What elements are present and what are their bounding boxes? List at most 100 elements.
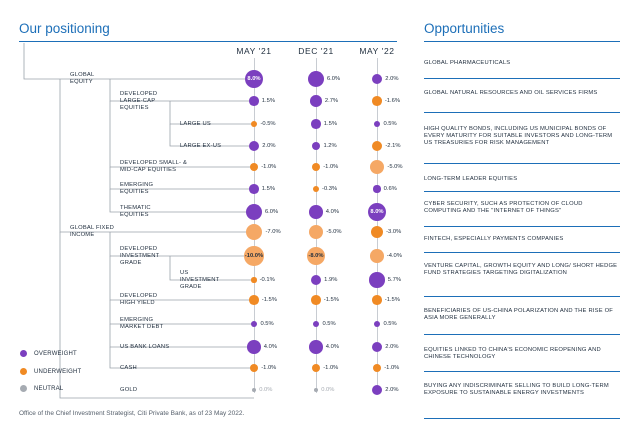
value-label-cash-0: -1.0% (261, 364, 277, 371)
opportunities-title-rule (424, 41, 620, 42)
bubble-thematic-equities-1 (309, 205, 323, 219)
row-label-developed-high-yield: DEVELOPED HIGH YIELD (120, 293, 158, 306)
value-label-developed-investment-grade-0: -10.0% (244, 252, 264, 259)
value-label-large-ex-us-2: -2.1% (385, 142, 401, 149)
bubble-developed-small-mid-cap-equities-0 (249, 162, 259, 172)
value-label-thematic-equities-0: 6.0% (264, 208, 279, 215)
bubble-developed-investment-grade-1 (307, 247, 325, 265)
value-label-gold-2: 2.0% (385, 386, 399, 393)
column-line-may-22 (377, 58, 378, 393)
value-label-developed-high-yield-2: -1.5% (384, 296, 400, 303)
value-label-cash-2: -1.0% (384, 364, 400, 371)
positioning-title-rule (19, 41, 397, 42)
bubble-gold-2 (371, 384, 383, 396)
bubble-global-equity-1 (308, 71, 324, 87)
legend-overweight-label: OVERWEIGHT (34, 351, 77, 357)
bubble-developed-large-cap-equities-0 (249, 96, 259, 106)
bubble-developed-high-yield-1 (311, 295, 321, 305)
row-label-us-bank-loans: US BANK LOANS (120, 343, 170, 350)
bubble-large-ex-us-1 (311, 141, 321, 151)
opportunity-divider (424, 191, 620, 192)
value-label-us-investment-grade-1: 1.9% (324, 276, 338, 283)
value-label-global-equity-2: 2.0% (385, 75, 399, 82)
bubble-us-bank-loans-1 (309, 340, 323, 354)
bubble-thematic-equities-2 (368, 203, 386, 221)
column-header-dec-21: DEC '21 (298, 46, 334, 56)
value-label-developed-large-cap-equities-0: 1.5% (261, 97, 275, 104)
value-label-emerging-market-debt-0: 0.5% (260, 320, 274, 327)
row-label-emerging-market-debt: EMERGING MARKET DEBT (120, 317, 164, 330)
value-label-developed-investment-grade-2: -4.0% (386, 252, 402, 259)
opportunity-item: EQUITIES LINKED TO CHINA'S ECONOMIC REOP… (424, 347, 601, 360)
row-label-gold: GOLD (120, 386, 138, 393)
value-label-large-ex-us-1: 1.2% (323, 142, 337, 149)
opportunity-divider (424, 226, 620, 227)
legend-neutral-dot (20, 385, 27, 392)
row-label-global-fixed-income: GLOBAL FIXED INCOME (70, 225, 115, 238)
value-label-us-bank-loans-0: 4.0% (263, 343, 278, 350)
bubble-global-equity-2 (371, 73, 383, 85)
bubble-developed-investment-grade-0 (244, 246, 264, 266)
value-label-us-bank-loans-2: 2.0% (385, 343, 399, 350)
value-label-large-us-0: -0.5% (260, 120, 276, 127)
value-label-emerging-equities-0: 1.5% (261, 185, 275, 192)
value-label-global-equity-1: 6.0% (326, 75, 341, 82)
bubble-large-us-2 (373, 120, 381, 128)
value-label-emerging-market-debt-1: 0.5% (322, 320, 336, 327)
bubble-global-equity-0 (245, 70, 263, 88)
value-label-large-us-2: 0.5% (383, 120, 397, 127)
value-label-developed-high-yield-0: -1.5% (261, 296, 277, 303)
value-label-us-investment-grade-0: -0.1% (259, 276, 275, 283)
positioning-title: Our positioning (19, 21, 110, 36)
opportunity-item: CYBER SECURITY, SUCH AS PROTECTION OF CL… (424, 201, 583, 214)
legend-overweight-dot (20, 350, 27, 357)
opportunity-item: LONG-TERM LEADER EQUITIES (424, 176, 518, 182)
opportunity-divider (424, 252, 620, 253)
value-label-global-equity-0: 8.0% (247, 75, 261, 82)
value-label-developed-small-mid-cap-equities-1: -1.0% (323, 163, 339, 170)
row-label-cash: CASH (120, 364, 137, 371)
bubble-developed-small-mid-cap-equities-1 (311, 162, 321, 172)
opportunity-divider (424, 163, 620, 164)
value-label-developed-small-mid-cap-equities-2: -5.0% (387, 163, 403, 170)
row-label-large-ex-us: LARGE EX-US (180, 142, 222, 149)
bubble-gold-0 (251, 387, 257, 393)
row-label-developed-small-mid-cap-equities: DEVELOPED SMALL- & MID-CAP EQUITIES (120, 160, 188, 173)
value-label-developed-large-cap-equities-2: -1.6% (384, 97, 401, 104)
bubble-large-ex-us-2 (371, 140, 383, 152)
opportunity-divider (424, 112, 620, 113)
bubble-cash-1 (311, 363, 321, 373)
bubble-emerging-equities-2 (373, 185, 381, 193)
bubble-us-bank-loans-2 (371, 341, 383, 353)
bubble-global-fixed-income-2 (370, 225, 384, 239)
bubble-gold-1 (313, 387, 319, 393)
value-label-large-ex-us-0: 2.0% (262, 142, 276, 149)
opportunity-divider (424, 418, 620, 419)
row-label-developed-large-cap-equities: DEVELOPED LARGE-CAP EQUITIES (120, 90, 158, 111)
bubble-us-bank-loans-0 (247, 340, 261, 354)
bubble-emerging-equities-0 (249, 184, 259, 194)
bubble-developed-small-mid-cap-equities-2 (369, 159, 385, 175)
bubble-emerging-equities-1 (312, 185, 320, 193)
row-label-us-investment-grade: US INVESTMENT GRADE (180, 269, 220, 290)
row-label-emerging-equities: EMERGING EQUITIES (120, 182, 154, 195)
opportunity-item: HIGH QUALITY BONDS, INCLUDING US MUNICIP… (424, 126, 613, 146)
row-label-developed-investment-grade: DEVELOPED INVESTMENT GRADE (120, 245, 160, 266)
bubble-thematic-equities-0 (246, 204, 262, 220)
value-label-thematic-equities-1: 4.0% (325, 208, 340, 215)
bubble-developed-large-cap-equities-2 (372, 96, 382, 106)
bubble-large-ex-us-0 (248, 140, 260, 152)
row-label-large-us: LARGE US (180, 120, 211, 127)
bubble-cash-0 (249, 363, 259, 373)
bubble-emerging-market-debt-2 (373, 320, 381, 328)
opportunity-divider (424, 371, 620, 372)
bubble-large-us-0 (250, 120, 258, 128)
bubble-global-fixed-income-1 (308, 224, 324, 240)
bubble-emerging-market-debt-1 (312, 320, 320, 328)
legend-underweight-label: UNDERWEIGHT (34, 369, 82, 375)
value-label-global-fixed-income-1: -5.0% (326, 228, 342, 235)
opportunity-divider (424, 334, 620, 335)
bubble-developed-high-yield-2 (372, 295, 382, 305)
column-header-may-22: MAY '22 (359, 46, 395, 56)
opportunity-divider (424, 296, 620, 297)
